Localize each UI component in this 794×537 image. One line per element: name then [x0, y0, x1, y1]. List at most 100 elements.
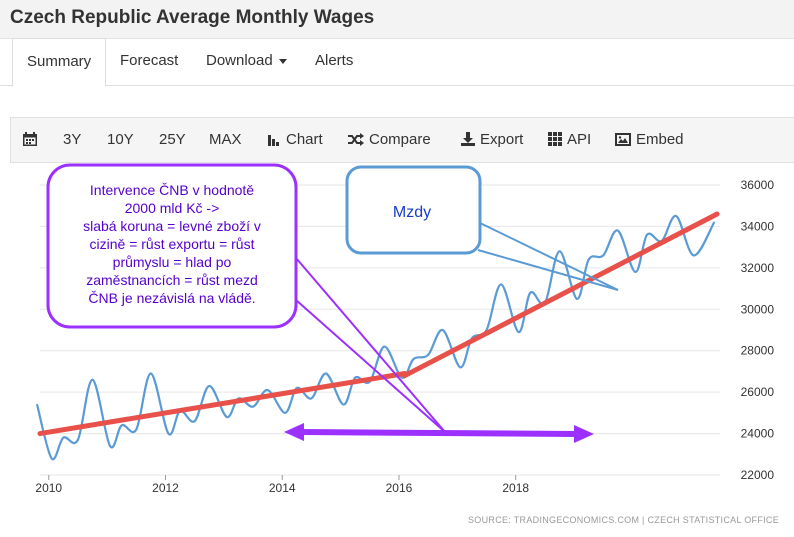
wages-data-point [193, 420, 196, 422]
wages-data-point [517, 331, 520, 333]
chart-toolbar: 3Y 10Y 25Y MAX Chart Compare Export API … [10, 117, 794, 163]
source-note: SOURCE: TRADINGECONOMICS.COM | CZECH STA… [468, 515, 780, 525]
export-button[interactable]: Export [461, 118, 523, 162]
trend-line [37, 371, 408, 437]
wages-data-point [529, 291, 532, 294]
wages-data-point [62, 436, 65, 439]
purple-callout-box [46, 163, 298, 329]
y-tick-label: 24000 [741, 427, 775, 441]
purple-callout-text: Intervence ČNB v hodnotě 2000 mld Kč -> sl… [83, 182, 261, 306]
purple-callout-line: průmyslu = hlad po [113, 254, 232, 270]
x-axis-ticks: 2010 2012 2014 2016 2018 [35, 475, 529, 495]
shuffle-icon [348, 133, 364, 146]
x-tick-label: 2010 [35, 481, 62, 495]
y-tick-label: 22000 [741, 468, 775, 482]
tab-alerts[interactable]: Alerts [315, 52, 354, 69]
wages-data-point [427, 354, 429, 356]
wages-data-point [252, 405, 254, 408]
wages-data-point [713, 221, 715, 224]
wages-data-point [135, 428, 138, 431]
blue-callout-pointer [477, 221, 619, 291]
x-tick-label: 2012 [152, 481, 179, 495]
wages-data-point [310, 397, 313, 400]
chart-button-label: Chart [286, 131, 323, 148]
blue-callout-box [345, 165, 482, 255]
wages-data-point [401, 376, 403, 379]
calendar-icon[interactable] [23, 118, 42, 162]
wages-data-point [558, 250, 561, 253]
wages-data-point [646, 233, 648, 236]
wages-data-point [342, 403, 345, 406]
range-10y-button[interactable]: 10Y [107, 131, 134, 148]
range-25y-button[interactable]: 25Y [159, 131, 186, 148]
purple-callout-line: Intervence ČNB v hodnotě [90, 182, 254, 198]
wages-data-point [354, 376, 356, 379]
blue-callout-text: Mzdy [393, 204, 431, 221]
wages-data-point [675, 215, 678, 217]
download-icon [461, 132, 475, 146]
grid-icon [548, 132, 562, 146]
range-3y-button[interactable]: 3Y [63, 131, 82, 148]
page-title: Czech Republic Average Monthly Wages [10, 7, 375, 28]
wages-data-point [383, 345, 386, 348]
tab-download[interactable]: Download [192, 38, 301, 85]
chart-button[interactable]: Chart [268, 118, 323, 162]
purple-callout-line: cizině = růst exportu = růst [90, 236, 255, 252]
x-tick-label: 2016 [386, 481, 413, 495]
tab-bar: Summary Forecast Download Alerts [0, 38, 794, 87]
y-tick-label: 32000 [741, 261, 775, 275]
wages-data-point [50, 457, 53, 460]
wages-data-point [296, 387, 298, 389]
bar-chart-icon [268, 135, 279, 146]
wages-data-point [602, 254, 605, 257]
purple-callout-line: zaměstnancích = růst mezd [86, 272, 258, 288]
purple-callout-line: slabá koruna = levné zboží v [83, 218, 261, 234]
wages-data-point [167, 432, 170, 435]
wages-data-point [266, 389, 269, 391]
blue-callout-pointer [477, 249, 619, 291]
wages-data-point [692, 254, 695, 257]
x-tick-label: 2014 [269, 481, 296, 495]
wages-data-point [109, 445, 111, 447]
y-tick-label: 26000 [741, 385, 775, 399]
annotation-layer: Intervence ČNB v hodnotě 2000 mld Kč -> sl… [46, 163, 619, 443]
api-button[interactable]: API [548, 118, 591, 162]
image-icon [615, 133, 631, 146]
wages-data-point [587, 258, 590, 261]
compare-button-label: Compare [369, 131, 431, 148]
purple-callout-pointer [295, 257, 446, 433]
wages-series-line [36, 214, 716, 461]
series-layer [36, 211, 720, 461]
export-button-label: Export [480, 131, 524, 148]
wages-data-point [617, 229, 619, 232]
wages-data-point [208, 385, 211, 387]
wages-data-point [576, 298, 578, 300]
compare-button[interactable]: Compare [348, 118, 431, 162]
arrow-left-icon [284, 423, 304, 441]
wages-data-point [634, 271, 637, 273]
wages-data-point [284, 412, 286, 414]
wages-data-point [91, 378, 94, 381]
x-tick-label: 2018 [502, 481, 529, 495]
caret-down-icon [278, 58, 287, 64]
tab-download-label: Download [206, 52, 273, 69]
range-max-button[interactable]: MAX [209, 131, 242, 148]
y-tick-label: 30000 [741, 302, 775, 316]
trend-line [402, 211, 720, 379]
tab-summary[interactable]: Summary [12, 38, 107, 87]
embed-button[interactable]: Embed [615, 118, 684, 162]
wages-data-point [412, 358, 415, 360]
tab-forecast[interactable]: Forecast [120, 52, 179, 69]
purple-callout-line: 2000 mld Kč -> [125, 200, 220, 216]
y-tick-label: 36000 [741, 178, 775, 192]
wages-data-point [441, 329, 444, 331]
embed-button-label: Embed [636, 131, 684, 148]
y-axis-ticks: 22000 24000 26000 28000 30000 32000 34000 36000 [741, 178, 775, 482]
wages-data-point [325, 372, 327, 375]
header-bar: Czech Republic Average Monthly Wages [0, 0, 794, 39]
arrow-right-icon [574, 425, 594, 443]
wages-data-point [500, 283, 502, 286]
wages-data-point [120, 424, 123, 427]
wages-data-point [36, 403, 38, 406]
